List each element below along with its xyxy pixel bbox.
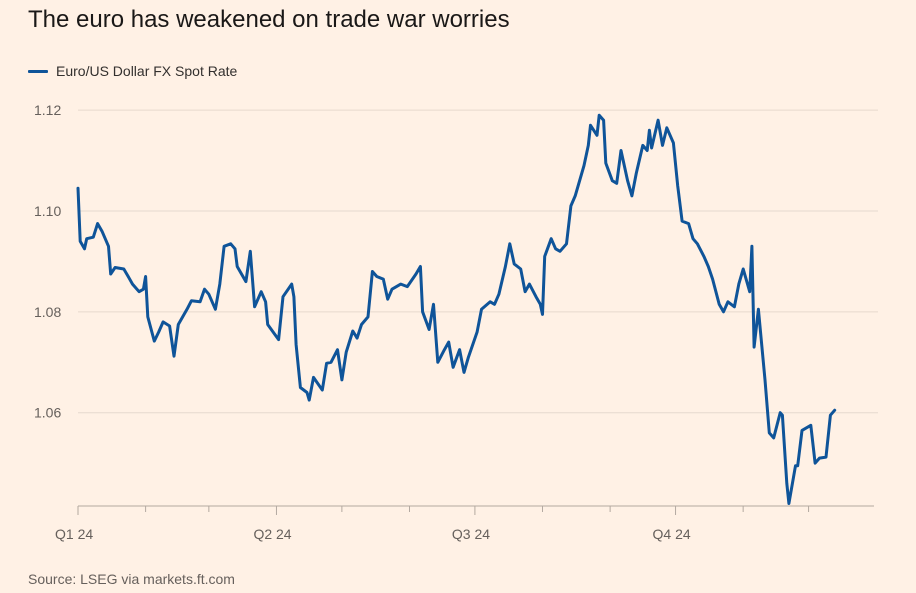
source-note: Source: LSEG via markets.ft.com: [28, 571, 235, 587]
y-tick-label: 1.06: [34, 405, 61, 421]
legend: Euro/US Dollar FX Spot Rate: [28, 63, 237, 79]
y-tick-label: 1.12: [34, 102, 61, 118]
legend-label: Euro/US Dollar FX Spot Rate: [56, 63, 238, 79]
y-tick-label: 1.08: [34, 304, 61, 320]
y-tick-label: 1.10: [34, 203, 61, 219]
series-line: [76, 113, 837, 505]
legend-swatch: [28, 69, 48, 73]
x-tick-label: Q3 24: [452, 526, 490, 542]
chart-title: The euro has weakened on trade war worri…: [28, 6, 510, 33]
x-tick-label: Q2 24: [253, 526, 291, 542]
x-tick-label: Q1 24: [55, 526, 93, 542]
x-tick-label: Q4 24: [653, 526, 691, 542]
